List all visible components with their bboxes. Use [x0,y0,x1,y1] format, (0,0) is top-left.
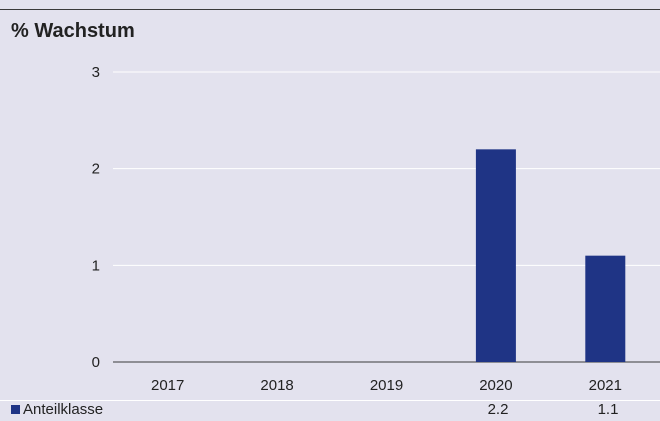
x-tick-label: 2020 [479,377,512,394]
table-value-2020: 2.2 [487,401,509,418]
y-tick-label: 2 [92,161,100,178]
y-tick-label: 3 [92,64,100,81]
bar-2020 [475,149,516,362]
bar-layer [475,149,626,362]
tick-layer: 0 1 2 3 2017 2018 2019 2020 2021 [92,64,622,394]
x-tick-label: 2018 [260,377,293,394]
bar-2021 [585,255,626,362]
chart-title: % Wachstum [11,20,135,42]
table-rule [0,400,660,401]
legend-label: Anteilklasse [23,401,104,418]
legend-swatch [11,405,20,414]
grid-layer [113,71,660,363]
table-value-2021: 1.1 [597,401,619,418]
y-tick-label: 1 [92,257,100,274]
x-tick-label: 2019 [370,377,403,394]
x-tick-label: 2021 [589,377,622,394]
x-tick-label: 2017 [151,377,184,394]
y-tick-label: 0 [92,354,100,371]
top-rule [0,9,660,10]
